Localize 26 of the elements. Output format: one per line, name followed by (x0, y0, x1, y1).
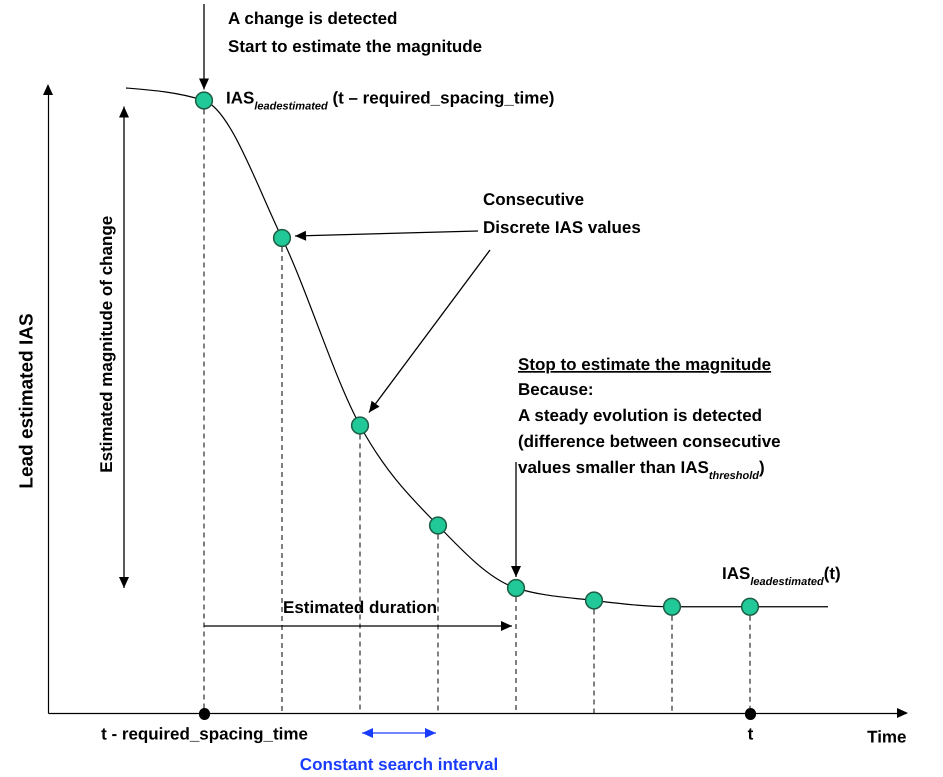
annotation: Estimated magnitude of change (97, 216, 116, 473)
point (350, 416, 370, 435)
point (194, 91, 214, 110)
text: Constant search interval (300, 755, 498, 774)
point (506, 578, 526, 598)
annotation: IAS$_{leadestimated}$ (t – required_spacing_time) (226, 88, 554, 112)
point (662, 598, 682, 616)
x-tick-label: t (748, 724, 754, 744)
annotation: A steady evolution is detected (518, 406, 762, 425)
annotation: Estimated duration (283, 598, 437, 617)
x-axis-title: Time (867, 728, 906, 746)
point (740, 598, 760, 616)
annotation: values smaller than IAS$_{threshold}$) (518, 458, 765, 482)
annotation: Because: (518, 380, 594, 399)
x-tick-label: t - required_spacing_time (101, 724, 308, 744)
point (272, 228, 292, 248)
text: A change is detected (228, 9, 398, 28)
y-axis-title: Lead estimated IAS (16, 313, 38, 489)
annotation: Discrete IAS values (483, 218, 641, 237)
annotation: (difference between consecutive (518, 432, 781, 451)
text: Start to estimate the magnitude (228, 37, 482, 56)
annotation: IAS$_{leadestimated}$(t) (722, 564, 841, 588)
annotation: Stop to estimate the magnitude (518, 355, 772, 374)
annotation: Consecutive (483, 190, 584, 209)
point (584, 591, 604, 610)
point (428, 516, 448, 535)
